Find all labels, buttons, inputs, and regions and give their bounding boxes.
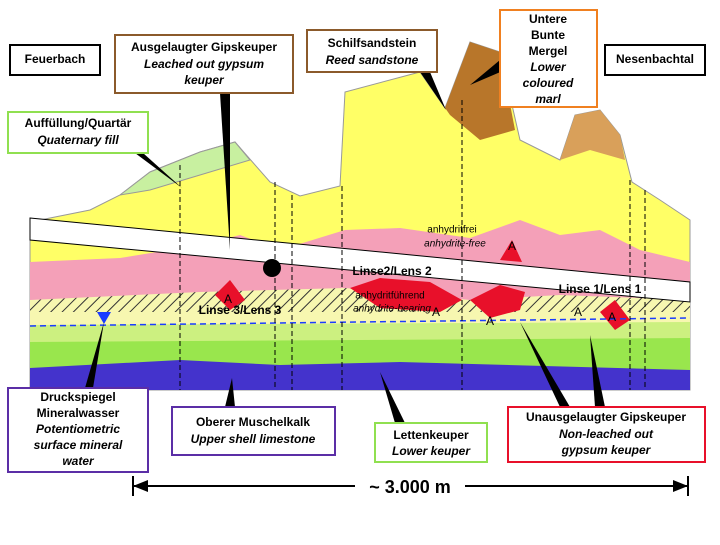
scale-bar: ~ 3.000 m [132, 474, 689, 500]
label: Feuerbach [25, 52, 86, 66]
label: water [62, 454, 95, 468]
label: Lower keuper [392, 444, 471, 458]
box [7, 387, 149, 473]
label: gypsum keuper [561, 443, 652, 457]
box [171, 406, 336, 456]
scale-label: ~ 3.000 m [369, 477, 451, 497]
label: Druckspiegel [40, 390, 115, 404]
box [114, 34, 294, 94]
label: Mergel [529, 44, 568, 58]
geology [29, 41, 691, 391]
box [7, 111, 149, 154]
box [604, 44, 706, 76]
label: Leached out gypsum [144, 57, 264, 71]
box [499, 9, 598, 108]
lens-label: Linse 3/Lens 3 [199, 303, 282, 317]
label: Schilfsandstein [328, 36, 417, 50]
callouts: Feuerbach Nesenbachtal Ausgelaugter Gips… [7, 9, 706, 473]
a-mark: A [574, 305, 582, 319]
pointers [85, 60, 605, 423]
label: coloured [523, 76, 574, 90]
label: Reed sandstone [326, 53, 419, 67]
a-marks: A A A A A A [224, 239, 616, 328]
a-mark: A [432, 305, 440, 319]
lens-label: Linse 1/Lens 1 [559, 282, 642, 296]
label: Oberer Muschelkalk [196, 415, 310, 429]
label: Quaternary fill [37, 133, 119, 147]
label: Non-leached out [559, 427, 654, 441]
label: Unausgelaugter Gipskeuper [526, 410, 686, 424]
label: Mineralwasser [37, 406, 120, 420]
section-label: anhydritfrei [427, 225, 476, 236]
section-label: anhydrite-free [424, 239, 486, 250]
label: Bunte [531, 28, 565, 42]
label: Potentiometric [36, 422, 120, 436]
a-mark: A [608, 310, 616, 324]
box [9, 44, 101, 76]
section-label: anhydritführend [355, 291, 425, 302]
a-mark: A [508, 239, 516, 253]
label: keuper [184, 73, 225, 87]
label: Upper shell limestone [191, 432, 316, 446]
label: surface mineral [34, 438, 123, 452]
label: Lower [530, 60, 567, 74]
section-label: anhydrite-bearing [353, 304, 431, 315]
box [374, 422, 488, 463]
label: Untere [529, 12, 567, 26]
a-mark: A [224, 292, 232, 306]
a-mark: A [486, 314, 494, 328]
box [306, 29, 438, 73]
label: marl [535, 92, 561, 106]
label: Auffüllung/Quartär [25, 116, 132, 130]
lens-label: Linse2/Lens 2 [352, 264, 432, 278]
label: Ausgelaugter Gipskeuper [131, 40, 277, 54]
label: Nesenbachtal [616, 52, 694, 66]
box [507, 406, 706, 463]
label: Lettenkeuper [393, 428, 469, 442]
